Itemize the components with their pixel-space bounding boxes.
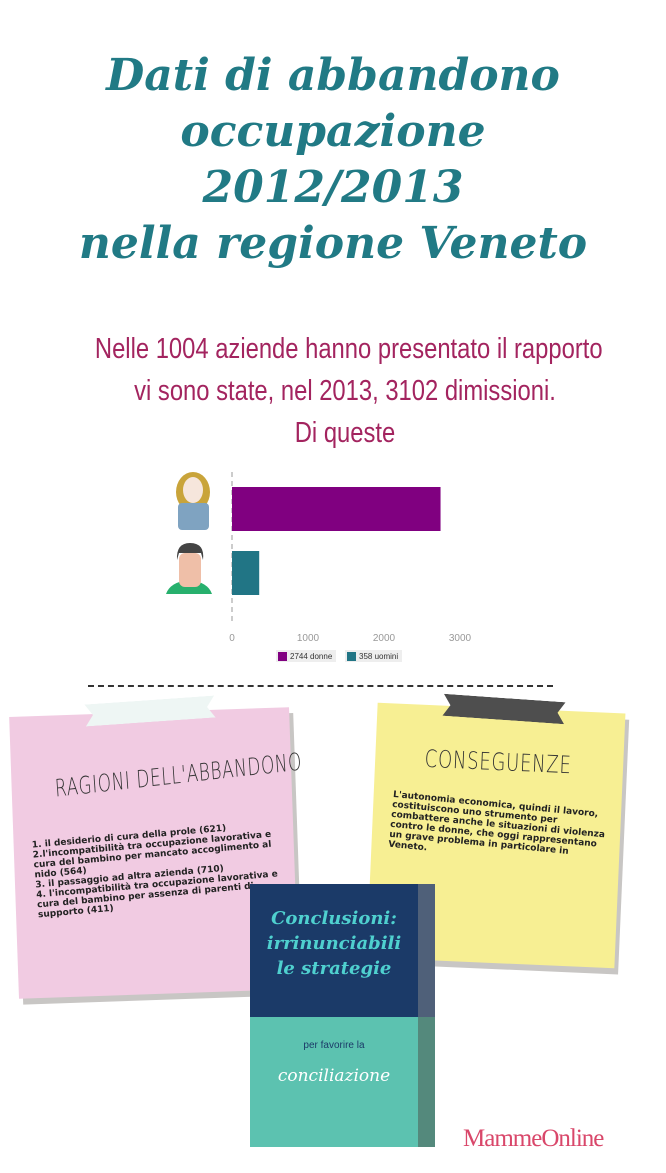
x-tick: 3000 [448, 633, 472, 644]
bar-donne [232, 487, 441, 531]
reasons-title: RAGIONI DELL'ABBANDONO [54, 747, 303, 803]
man-avatar-icon [166, 543, 212, 594]
x-tick: 0 [229, 633, 235, 644]
bar-chart: 0 1000 2000 3000 2744 donne 358 uomini [0, 460, 666, 670]
consequences-title: CONSEGUENZE [424, 744, 573, 780]
reasons-list: 1. il desiderio di cura della prole (621… [31, 823, 279, 921]
mammeonline-logo: MammeOnline [463, 1125, 604, 1152]
consequences-text: L'autonomia economica, quindi il lavoro,… [387, 789, 606, 857]
conclusions-sub: per favorire la [303, 1040, 365, 1051]
legend-swatch [347, 651, 356, 661]
conclusions-keyword: conciliazione [277, 1066, 391, 1086]
legend-item-uomini: 358 uomini [345, 650, 403, 662]
legend-item-donne: 2744 donne [276, 650, 337, 662]
bar-uomini [232, 551, 260, 595]
legend-swatch [278, 651, 287, 661]
subtitle: Nelle 1004 aziende hanno presentato il r… [94, 333, 603, 449]
x-tick: 2000 [372, 633, 396, 644]
main-title: Dati di abbandono occupazione 2012/2013 … [78, 50, 588, 269]
chart-svg [166, 472, 441, 625]
conclusions-card: Conclusioni: irrinunciabili le strategie… [250, 884, 435, 1147]
woman-avatar-icon [176, 472, 210, 530]
divider [88, 685, 553, 687]
x-tick: 1000 [296, 633, 320, 644]
conclusions-title: Conclusioni: irrinunciabili le strategie [266, 908, 402, 979]
